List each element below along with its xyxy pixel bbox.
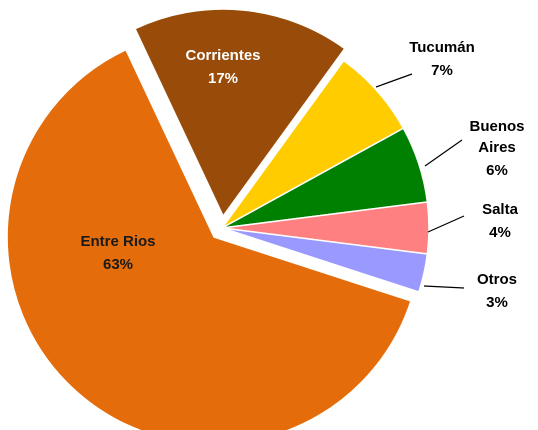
- leader-line: [427, 215, 465, 233]
- leader-line: [423, 285, 465, 289]
- slice-label: Salta: [482, 201, 519, 218]
- value-label: 4%: [489, 224, 511, 241]
- leader-line: [375, 73, 413, 88]
- value-label: 17%: [208, 70, 238, 87]
- slice-label: Buenos Aires: [469, 118, 524, 156]
- slice-label: Tucumán: [409, 39, 475, 56]
- pie-slice: [6, 48, 412, 430]
- slice-label: Corrientes: [185, 47, 260, 64]
- leader-line: [424, 139, 463, 167]
- value-label: 7%: [431, 62, 453, 79]
- value-label: 3%: [486, 294, 508, 311]
- slice-label: Entre Rios: [80, 233, 155, 250]
- pie-slice: [221, 227, 429, 293]
- slice-label: Otros: [477, 271, 517, 288]
- value-label: 6%: [486, 162, 508, 179]
- value-label: 63%: [103, 256, 133, 273]
- pie-slice: [133, 8, 346, 218]
